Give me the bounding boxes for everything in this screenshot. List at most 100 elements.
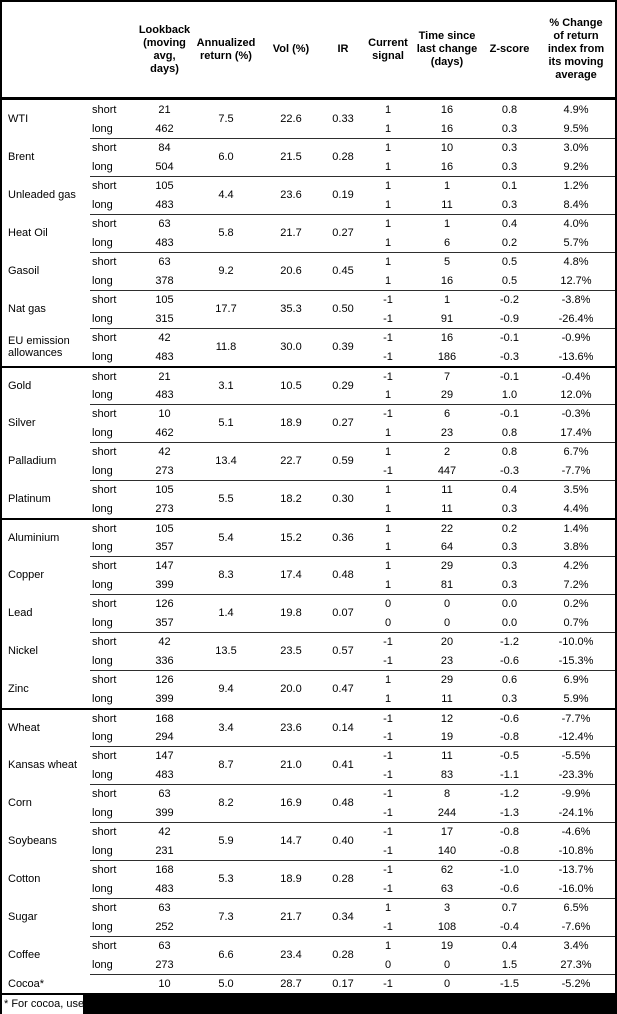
lookback-value: 504: [155, 160, 174, 173]
horizon-label: [90, 974, 137, 993]
time-since-change-value: 64: [440, 541, 454, 553]
time-since-change-value: 186: [437, 350, 457, 363]
pct-change-value: 3.0%: [563, 141, 589, 154]
zscore-value: -0.1: [500, 371, 519, 383]
zscore-value: -0.6: [500, 713, 519, 725]
signal-value: -1: [383, 731, 393, 743]
commodity-block: Aluminium 5.4 15.2 0.36 short 105 1 22 0.2 1.4% lo…: [2, 518, 615, 556]
pct-change-value: 7.2%: [563, 578, 589, 591]
zscore-value: -0.4: [500, 920, 519, 933]
horizon-label: long: [92, 616, 113, 629]
zscore-value: -0.9: [500, 312, 519, 325]
zscore-value: 0.5: [501, 274, 518, 287]
lookback-value: 105: [155, 523, 174, 535]
pct-change-value: 3.4%: [563, 939, 589, 952]
commodity-block: Cocoa* 5.0 28.7 0.17 10 -1 0 -1.5 -5.2%: [2, 974, 615, 993]
lookback-value: 399: [155, 806, 174, 819]
signal-value: 1: [384, 255, 392, 268]
time-since-change-value: 11: [441, 483, 453, 496]
vol-value: 22.6: [280, 113, 302, 125]
zscore-value: -1.5: [500, 977, 519, 990]
commodity-name: Lead: [8, 607, 33, 619]
time-since-change-value: 140: [437, 844, 457, 857]
time-since-change-value: 0: [443, 958, 451, 971]
signal-value: -1: [383, 312, 393, 325]
time-since-change-value: 22: [440, 523, 454, 535]
zscore-value: -0.1: [500, 331, 519, 344]
vol-value: 28.7: [280, 977, 302, 990]
col-header-vol: Vol (%): [272, 43, 310, 55]
signal-value: -1: [383, 407, 393, 420]
lookback-value: 483: [155, 882, 174, 895]
zscore-value: -0.8: [500, 844, 519, 857]
annualized-return-value: 8.3: [218, 569, 234, 581]
vol-value: 21.7: [280, 227, 302, 239]
time-since-change-value: 6: [443, 236, 451, 249]
signal-value: -1: [383, 787, 393, 800]
lookback-value: 483: [155, 350, 174, 363]
vol-value: 14.7: [280, 835, 302, 847]
annualized-return-value: 8.7: [218, 759, 234, 771]
zscore-value: -0.5: [500, 749, 519, 762]
horizon-label: long: [92, 844, 113, 857]
zscore-value: -1.3: [500, 806, 519, 819]
lookback-value: 63: [158, 901, 171, 914]
pct-change-value: 4.9%: [563, 103, 589, 116]
commodity-block: Palladium 13.4 22.7 0.59 short 42 1 2 0.8 6.7% lon…: [2, 442, 615, 480]
commodity-name: Coffee: [8, 949, 41, 961]
signal-value: -1: [383, 882, 393, 895]
vol-value: 21.7: [280, 911, 302, 923]
col-header-pct-change: % Change of return index from its moving…: [547, 17, 605, 81]
commodity-block: Heat Oil 5.8 21.7 0.27 short 63 1 1 0.4 4.0% long 4…: [2, 214, 615, 252]
horizon-label: short: [92, 713, 117, 725]
zscore-value: 0.7: [501, 901, 518, 914]
zscore-value: -0.6: [500, 882, 519, 895]
vol-value: 23.6: [280, 722, 302, 734]
time-since-change-value: 16: [440, 160, 454, 173]
ir-value: 0.28: [332, 949, 354, 961]
time-since-change-value: 16: [440, 122, 454, 135]
commodity-block: Soybeans 5.9 14.7 0.40 short 42 -1 17 -0.8 -4.6% l…: [2, 822, 615, 860]
horizon-label: short: [92, 559, 117, 572]
commodity-block: Wheat 3.4 23.6 0.14 short 168 -1 12 -0.6 -7.7% lon…: [2, 708, 615, 746]
annualized-return-value: 17.7: [215, 303, 237, 315]
horizon-label: long: [92, 731, 113, 743]
time-since-change-value: 8: [443, 787, 451, 800]
lookback-value: 105: [155, 483, 174, 496]
zscore-value: 0.0: [501, 616, 518, 629]
commodity-block: Sugar 7.3 21.7 0.34 short 63 1 3 0.7 6.5% long 252 -…: [2, 898, 615, 936]
zscore-value: 0.3: [501, 198, 518, 211]
time-since-change-value: 10: [440, 141, 454, 154]
lookback-value: 483: [155, 198, 174, 211]
horizon-label: long: [92, 578, 113, 591]
zscore-value: -0.1: [500, 407, 519, 420]
commodity-block: Brent 6.0 21.5 0.28 short 84 1 10 0.3 3.0% long 504…: [2, 138, 615, 176]
table-body: WTI 7.5 22.6 0.33 short 21 1 16 0.8 4.9% long 462 1 1…: [2, 100, 615, 993]
zscore-value: 0.3: [501, 141, 518, 154]
signal-value: -1: [383, 654, 393, 667]
ir-value: 0.48: [332, 797, 354, 809]
zscore-value: 0.4: [501, 217, 518, 230]
signal-value: 1: [384, 274, 392, 287]
pct-change-value: 9.2%: [563, 160, 589, 173]
zscore-value: -1.2: [500, 635, 519, 648]
commodity-name: Platinum: [8, 493, 51, 505]
commodity-block: Unleaded gas 4.4 23.6 0.19 short 105 1 1 0.1 1.2%…: [2, 176, 615, 214]
zscore-value: 0.6: [501, 673, 518, 686]
time-since-change-value: 20: [440, 635, 454, 648]
pct-change-value: 3.5%: [563, 483, 589, 496]
lookback-value: 399: [155, 578, 174, 591]
time-since-change-value: 1: [443, 179, 451, 192]
ir-value: 0.17: [332, 977, 354, 990]
pct-change-value: -0.3%: [561, 407, 591, 420]
commodity-name: Corn: [8, 797, 32, 809]
pct-change-value: -7.7%: [561, 464, 591, 477]
lookback-value: 21: [158, 103, 171, 116]
zscore-value: 0.5: [501, 255, 518, 268]
time-since-change-value: 16: [440, 331, 454, 344]
commodity-name: Aluminium: [8, 532, 60, 544]
commodity-name: Cotton: [8, 873, 41, 885]
pct-change-value: 1.2%: [563, 179, 589, 192]
horizon-label: long: [92, 958, 113, 971]
zscore-value: -0.3: [500, 350, 519, 363]
